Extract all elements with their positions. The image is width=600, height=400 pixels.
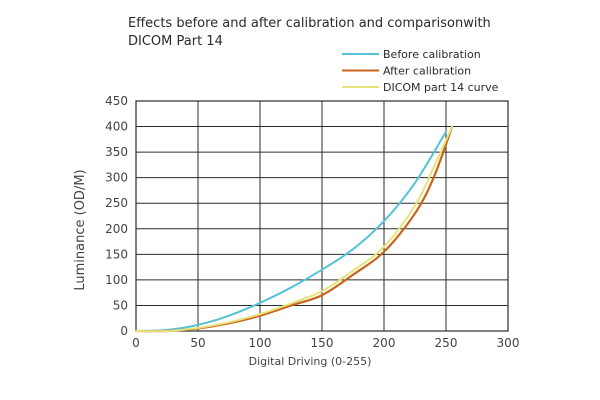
x-axis-label: Digital Driving (0-255) xyxy=(249,355,372,368)
legend-label: Before calibration xyxy=(383,48,481,61)
legend-item-before-calibration: Before calibration xyxy=(342,48,481,61)
legend-label: After calibration xyxy=(383,65,471,78)
chart-title: Effects before and after calibration and… xyxy=(128,16,491,49)
x-tick-label: 50 xyxy=(190,336,205,350)
y-tick-label: 100 xyxy=(105,273,128,287)
x-tick-label: 100 xyxy=(249,336,272,350)
y-tick-label: 250 xyxy=(105,196,128,210)
y-tick-label: 350 xyxy=(105,145,128,159)
x-tick-label: 200 xyxy=(373,336,396,350)
x-tick-label: 300 xyxy=(497,336,520,350)
series-line-dicom-part14 xyxy=(135,125,454,333)
y-tick-label: 400 xyxy=(105,120,128,134)
y-tick-label: 0 xyxy=(120,324,128,338)
y-tick-label: 200 xyxy=(105,222,128,236)
legend-label: DICOM part 14 curve xyxy=(383,81,499,94)
y-tick-label: 300 xyxy=(105,171,128,185)
x-tick-label: 150 xyxy=(311,336,334,350)
y-axis-label: Luminance (OD/M) xyxy=(73,169,88,290)
legend-item-after-calibration: After calibration xyxy=(342,65,471,78)
y-tick-label: 50 xyxy=(113,298,128,312)
x-tick-label: 0 xyxy=(132,336,140,350)
y-tick-label: 150 xyxy=(105,247,128,261)
series-line-before-calibration xyxy=(135,130,447,332)
legend-item-dicom-part14: DICOM part 14 curve xyxy=(342,81,499,94)
plot-frame xyxy=(135,100,509,332)
x-tick-label: 250 xyxy=(435,336,458,350)
y-tick-label: 450 xyxy=(105,94,128,108)
